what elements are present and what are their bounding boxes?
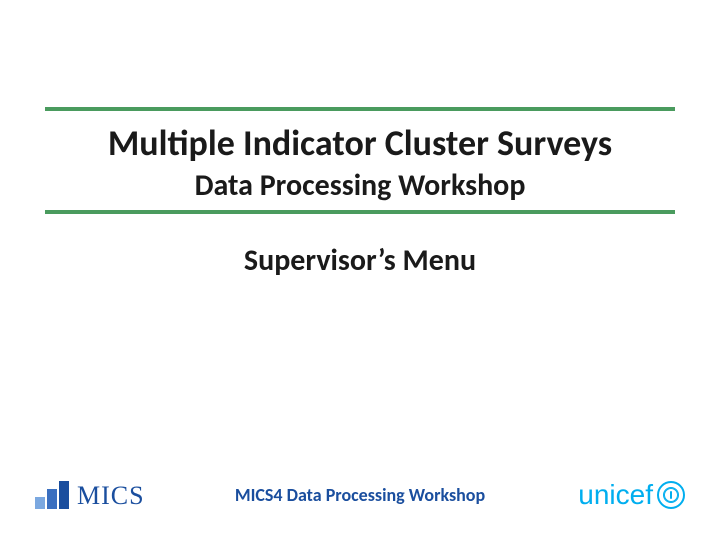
unicef-globe-icon	[657, 481, 685, 509]
unicef-logo: unicef	[578, 479, 685, 511]
mics-logo-text: MICS	[77, 483, 145, 509]
subtitle: Supervisor’s Menu	[0, 242, 720, 279]
mics-logo: MICS	[35, 481, 145, 509]
rule-bottom	[45, 210, 675, 214]
unicef-logo-text: unicef	[578, 479, 653, 511]
mics-bar-2	[47, 489, 57, 509]
slide: Multiple Indicator Cluster Surveys Data …	[0, 0, 720, 540]
header-block: Multiple Indicator Cluster Surveys Data …	[45, 107, 675, 214]
title-main: Multiple Indicator Cluster Surveys	[45, 121, 675, 165]
footer-center-text: MICS4 Data Processing Workshop	[235, 484, 485, 506]
mics-bar-1	[35, 497, 45, 509]
title-sub: Data Processing Workshop	[45, 167, 675, 204]
rule-top	[45, 107, 675, 111]
footer: MICS MICS4 Data Processing Workshop unic…	[0, 470, 720, 520]
mics-bars-icon	[35, 481, 69, 509]
mics-bar-3	[59, 481, 69, 509]
